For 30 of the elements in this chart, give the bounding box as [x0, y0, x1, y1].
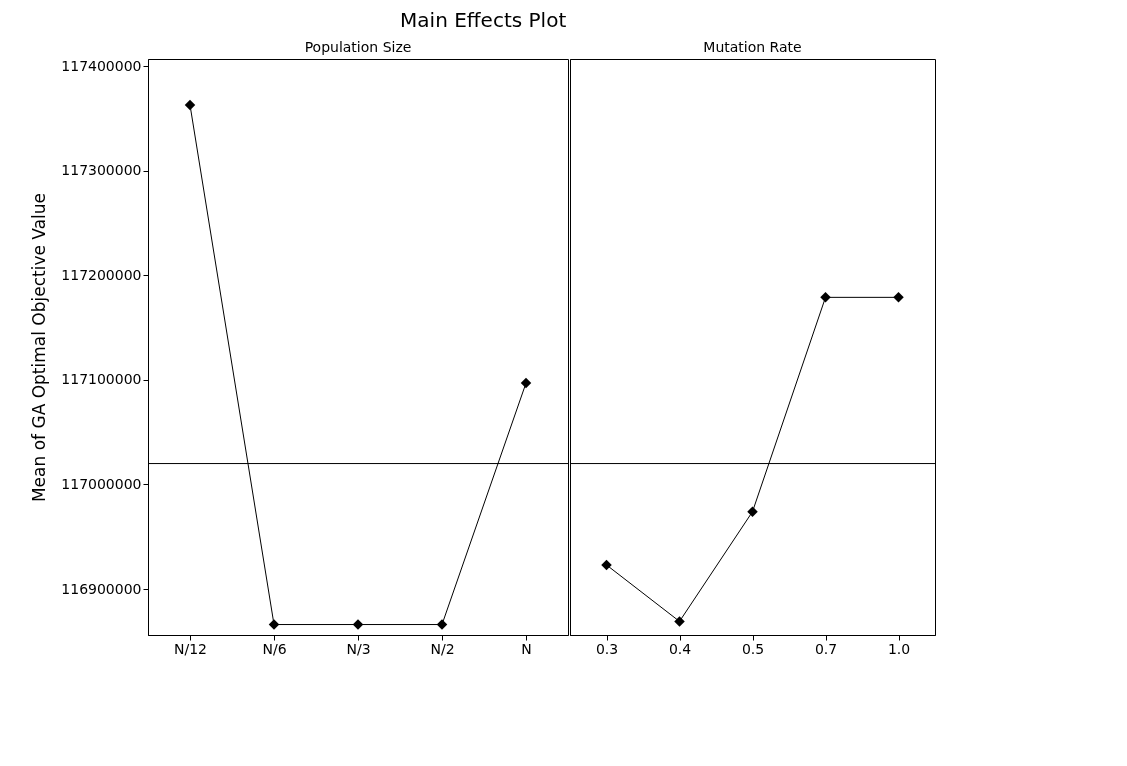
chart-title: Main Effects Plot [400, 7, 567, 32]
x-tick-label: N/3 [346, 640, 371, 657]
x-tick-label: N/6 [262, 640, 287, 657]
x-tick-label: 0.3 [595, 640, 619, 657]
y-tick-label: 117400000 [61, 57, 142, 74]
point [436, 619, 448, 630]
y-tick-label: 117200000 [61, 266, 142, 283]
x-tick-label: N/2 [430, 640, 455, 657]
x-tick-label: N [521, 640, 532, 657]
x-tick-label: 1.0 [887, 640, 911, 657]
y-tick-label: 116900000 [61, 580, 142, 597]
y-axis-title: Mean of GA Optimal Objective Value [29, 192, 50, 503]
x-tick-label: N/12 [173, 640, 208, 657]
point [601, 559, 612, 571]
y-tick-label: 117100000 [61, 371, 142, 388]
y-tick-label: 117300000 [61, 162, 142, 179]
x-tick-label: 0.4 [668, 640, 692, 657]
point [268, 619, 280, 630]
point [820, 292, 831, 303]
point [520, 377, 532, 389]
point [747, 506, 758, 517]
point [184, 99, 196, 111]
chart-subtitle: Population Size [304, 39, 412, 55]
x-tick-label: 0.7 [814, 640, 838, 657]
point [674, 616, 685, 627]
x-tick-label: 0.5 [741, 640, 765, 657]
chart-title: Mutation Rate [703, 39, 802, 55]
point [893, 292, 904, 303]
point [352, 619, 364, 630]
y-tick-label: 117000000 [61, 475, 142, 492]
